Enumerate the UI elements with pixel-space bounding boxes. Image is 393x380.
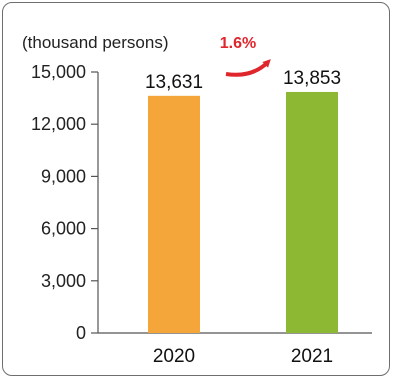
y-tick-label: 3,000: [41, 271, 86, 291]
bar-value-label: 13,853: [283, 68, 341, 89]
bars: [148, 91, 338, 334]
x-tick-label: 2020: [153, 346, 195, 367]
bar-value-labels: 13,631 13,853: [145, 68, 341, 93]
y-tick-label: 6,000: [41, 219, 86, 239]
growth-percent-label: 1.6%: [220, 35, 256, 52]
y-tick-label: 0: [76, 323, 86, 343]
bar-2021: [286, 91, 338, 334]
y-tick-label: 15,000: [31, 62, 86, 82]
growth-arrow-icon: [225, 59, 271, 77]
bar-2020: [148, 95, 200, 333]
x-axis: 2020 2021: [98, 332, 372, 367]
y-axis: 0 3,000 6,000 9,000 12,000 15,000: [31, 62, 99, 343]
x-tick-label: 2021: [291, 346, 333, 367]
y-tick-label: 9,000: [41, 166, 86, 186]
bar-value-label: 13,631: [145, 72, 203, 93]
y-tick-label: 12,000: [31, 114, 86, 134]
unit-label: (thousand persons): [22, 33, 168, 52]
